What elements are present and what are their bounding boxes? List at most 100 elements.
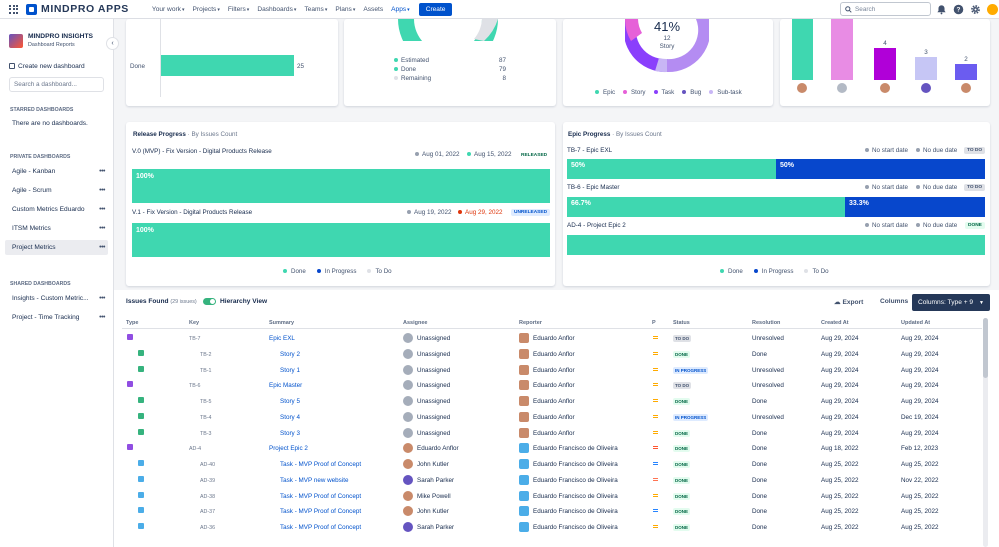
col-header-key[interactable]: Key — [189, 320, 200, 326]
issue-summary-link[interactable]: Task - MVP Proof of Concept — [280, 461, 362, 468]
hierarchy-view-label: Hierarchy View — [220, 298, 268, 305]
issue-key[interactable]: TB-2 — [200, 351, 212, 358]
settings-gear-icon[interactable] — [970, 4, 981, 15]
col-header-reporter[interactable]: Reporter — [519, 320, 542, 326]
issue-key[interactable]: AD-38 — [200, 493, 216, 500]
nav-plans[interactable]: Plans▾ — [335, 5, 356, 13]
more-options-icon[interactable]: ••• — [99, 295, 105, 302]
create-new-dashboard-link[interactable]: Create new dashboard — [9, 63, 85, 70]
col-header-priority[interactable]: P — [652, 320, 656, 326]
sidebar-item-agile-kanban[interactable]: Agile - Kanban ••• — [12, 168, 105, 175]
columns-button[interactable]: Columns — [880, 298, 909, 305]
table-row[interactable]: TB-3 Story 3 Unassigned Eduardo Anflor DONE D… — [114, 426, 990, 442]
export-button[interactable]: ☁ Export — [834, 299, 864, 306]
table-row[interactable]: TB-7 Epic EXL Unassigned Eduardo Anflor TO D… — [114, 331, 990, 347]
issue-summary-link[interactable]: Epic Master — [269, 382, 303, 390]
issue-summary-link[interactable]: Story 2 — [280, 350, 300, 358]
issue-key[interactable]: AD-37 — [200, 509, 216, 516]
issue-summary-link[interactable]: Story 3 — [280, 429, 300, 437]
global-search-input[interactable]: Search — [840, 2, 931, 16]
issue-key[interactable]: TB-5 — [200, 399, 212, 405]
sidebar-item-time-tracking[interactable]: Project - Time Tracking ••• — [12, 314, 105, 321]
status-badge[interactable]: DONE — [673, 429, 691, 437]
sidebar-item-project-metrics[interactable]: Project Metrics ••• — [5, 240, 108, 255]
col-header-updated[interactable]: Updated At — [901, 320, 931, 326]
col-header-assignee[interactable]: Assignee — [403, 320, 428, 326]
more-options-icon[interactable]: ••• — [99, 168, 105, 175]
table-row[interactable]: TB-1 Story 1 Unassigned Eduardo Anflor IN PR… — [114, 363, 990, 379]
issue-summary-link[interactable]: Story 5 — [280, 398, 300, 405]
sidebar-item-agile-scrum[interactable]: Agile - Scrum ••• — [12, 187, 105, 194]
status-badge[interactable]: DONE — [673, 492, 691, 500]
issue-summary-link[interactable]: Task - MVP Proof of Concept — [280, 524, 362, 531]
table-row[interactable]: TB-2 Story 2 Unassigned Eduardo Anflor DONE D… — [114, 347, 990, 363]
dashboard-search-input[interactable]: Search a dashboard... — [9, 77, 104, 92]
user-avatar[interactable] — [987, 4, 998, 15]
notifications-icon[interactable] — [936, 4, 947, 15]
sidebar-item-insights-custom[interactable]: Insights - Custom Metric... ••• — [12, 295, 105, 302]
more-options-icon[interactable]: ••• — [99, 225, 105, 232]
create-button[interactable]: Create — [418, 2, 453, 16]
issue-key[interactable]: TB-6 — [189, 383, 201, 390]
table-row[interactable]: TB-5 Story 5 Unassigned Eduardo Anflor DONE D… — [114, 394, 990, 410]
collapse-sidebar-chevron-icon[interactable]: ‹ — [106, 37, 119, 50]
issue-key[interactable]: TB-4 — [200, 414, 212, 421]
issue-key[interactable]: AD-36 — [200, 525, 216, 531]
status-badge[interactable]: TO DO — [673, 335, 692, 342]
issue-key[interactable]: AD-39 — [200, 477, 216, 484]
status-badge[interactable]: IN PROGRESS — [673, 366, 709, 374]
status-badge[interactable]: DONE — [673, 508, 691, 516]
issue-key[interactable]: TB-1 — [200, 367, 212, 374]
nav-your-work[interactable]: Your work▾ — [151, 5, 185, 13]
status-badge[interactable]: DONE — [673, 398, 691, 405]
status-badge[interactable]: DONE — [673, 524, 691, 531]
more-options-icon[interactable]: ••• — [99, 206, 105, 213]
issue-summary-link[interactable]: Story 1 — [280, 366, 300, 374]
table-row[interactable]: TB-6 Epic Master Unassigned Eduardo Anflor T… — [114, 378, 990, 394]
status-badge[interactable]: TO DO — [673, 382, 692, 390]
nav-projects[interactable]: Projects▾ — [192, 5, 220, 13]
issue-summary-link[interactable]: Story 4 — [280, 413, 300, 421]
issue-summary-link[interactable]: Task - MVP Proof of Concept — [280, 492, 362, 500]
more-options-icon[interactable]: ••• — [99, 314, 105, 321]
nav-filters[interactable]: Filters▾ — [227, 5, 250, 13]
issue-key[interactable]: TB-3 — [200, 430, 212, 437]
more-options-icon[interactable]: ••• — [99, 187, 105, 194]
issue-key[interactable]: AD-40 — [200, 462, 216, 468]
more-options-icon[interactable]: ••• — [99, 244, 105, 251]
hierarchy-view-toggle[interactable] — [203, 298, 216, 305]
table-scrollbar[interactable] — [983, 318, 988, 547]
issue-summary-link[interactable]: Project Epic 2 — [269, 445, 308, 453]
table-row[interactable]: AD-37 Task - MVP Proof of Concept John Kut… — [114, 504, 990, 520]
sidebar-item-itsm-metrics[interactable]: ITSM Metrics ••• — [12, 225, 105, 232]
table-row[interactable]: AD-40 Task - MVP Proof of Concept John Kut… — [114, 457, 990, 473]
col-header-summary[interactable]: Summary — [269, 320, 295, 326]
issue-key[interactable]: AD-4 — [189, 446, 202, 453]
table-row[interactable]: TB-4 Story 4 Unassigned Eduardo Anflor IN PR… — [114, 410, 990, 426]
issue-key[interactable]: TB-7 — [189, 336, 201, 342]
col-header-resolution[interactable]: Resolution — [752, 320, 781, 326]
nav-dashboards[interactable]: Dashboards▾ — [257, 5, 297, 13]
table-row[interactable]: AD-36 Task - MVP Proof of Concept Sarah Pa… — [114, 520, 990, 536]
nav-apps[interactable]: Apps▾ — [391, 5, 410, 13]
status-badge[interactable]: DONE — [673, 476, 691, 484]
app-switcher-icon[interactable] — [9, 4, 18, 14]
status-badge[interactable]: DONE — [673, 445, 691, 453]
status-badge[interactable]: DONE — [673, 461, 691, 468]
col-header-created[interactable]: Created At — [821, 320, 849, 326]
help-icon[interactable]: ? — [953, 4, 964, 15]
table-row[interactable]: AD-38 Task - MVP Proof of Concept Mike Pow… — [114, 489, 990, 505]
table-row[interactable]: AD-39 Task - MVP new website Sarah Parker E… — [114, 473, 990, 489]
nav-teams[interactable]: Teams▾ — [304, 5, 328, 13]
status-badge[interactable]: DONE — [673, 350, 691, 358]
issue-summary-link[interactable]: Epic EXL — [269, 335, 295, 342]
col-header-type[interactable]: Type — [126, 320, 139, 326]
status-badge[interactable]: IN PROGRESS — [673, 413, 709, 421]
table-row[interactable]: AD-4 Project Epic 2 Eduardo Anflor Eduardo … — [114, 441, 990, 457]
sidebar-item-custom-metrics[interactable]: Custom Metrics Eduardo ••• — [12, 206, 105, 213]
issue-summary-link[interactable]: Task - MVP new website — [280, 476, 349, 484]
columns-select-button[interactable]: Columns: Type + 9 ▼ — [912, 294, 990, 311]
col-header-status[interactable]: Status — [673, 320, 690, 326]
nav-assets[interactable]: Assets — [363, 5, 384, 13]
issue-summary-link[interactable]: Task - MVP Proof of Concept — [280, 508, 362, 516]
